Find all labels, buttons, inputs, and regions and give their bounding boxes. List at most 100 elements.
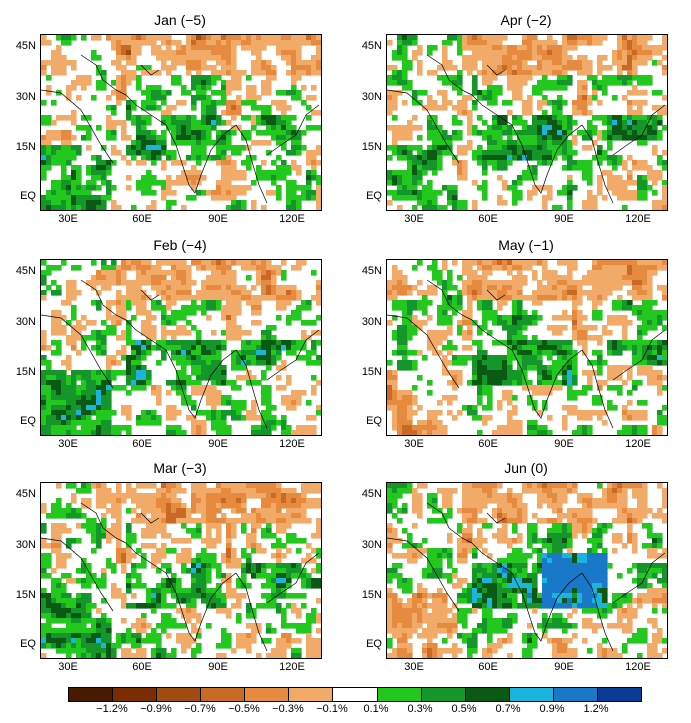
anomaly-cell [522,275,528,281]
anomaly-cell [266,493,272,499]
anomaly-cell [141,105,147,111]
anomaly-cell [191,498,197,504]
anomaly-cell [407,410,413,416]
anomaly-cell [652,150,658,156]
anomaly-cell [241,355,247,361]
anomaly-cell [557,130,563,136]
anomaly-cell [306,415,312,421]
anomaly-cell [171,190,177,196]
anomaly-cell [186,60,192,66]
anomaly-cell [261,40,267,46]
anomaly-cell [432,265,438,271]
anomaly-cell [196,140,202,146]
anomaly-cell [427,45,433,51]
anomaly-cell [206,155,212,161]
anomaly-cell [507,55,513,61]
anomaly-cell [512,285,518,291]
anomaly-cell [256,320,262,326]
anomaly-cell [642,360,648,366]
anomaly-cell [246,345,252,351]
anomaly-cell [392,115,398,121]
anomaly-cell [532,420,538,426]
anomaly-cell [151,315,157,321]
anomaly-cell [392,425,398,431]
anomaly-cell [647,125,653,131]
anomaly-cell [126,35,132,41]
anomaly-cell [136,518,142,524]
anomaly-cell [452,310,458,316]
anomaly-cell [296,390,302,396]
anomaly-cell [397,175,403,181]
anomaly-cell [577,335,583,341]
anomaly-cell [116,493,122,499]
anomaly-cell [567,275,573,281]
anomaly-cell [226,165,232,171]
anomaly-cell [171,200,177,206]
anomaly-cell [306,518,312,524]
anomaly-cell [181,340,187,346]
anomaly-cell [161,493,167,499]
anomaly-cell [51,160,57,166]
anomaly-cell [201,130,207,136]
anomaly-cell [91,400,97,406]
anomaly-cell [171,115,177,121]
anomaly-cell [562,420,568,426]
anomaly-cell [457,160,463,166]
anomaly-cell [547,60,553,66]
anomaly-cell [612,175,618,181]
anomaly-cell [547,340,553,346]
anomaly-cell [251,345,257,351]
anomaly-cell [547,145,553,151]
anomaly-cell [482,180,488,186]
anomaly-cell [572,295,578,301]
anomaly-cell [196,35,202,41]
anomaly-cell [96,493,102,499]
anomaly-cell [592,305,598,311]
anomaly-cell [392,135,398,141]
anomaly-cell [407,420,413,426]
anomaly-cell [46,380,52,386]
anomaly-cell [657,320,663,326]
anomaly-cell [482,60,488,66]
anomaly-cell [291,350,297,356]
anomaly-cell [41,385,47,391]
anomaly-cell [657,130,663,136]
anomaly-cell [442,150,448,156]
anomaly-cell [662,95,667,101]
anomaly-cell [442,60,448,66]
anomaly-cell [221,518,227,524]
anomaly-cell [291,180,297,186]
anomaly-cell [477,155,483,161]
anomaly-cell [211,340,217,346]
anomaly-cell [417,150,423,156]
anomaly-cell [101,503,107,509]
anomaly-cell [241,115,247,121]
anomaly-cell [662,195,667,201]
anomaly-cell [186,508,192,514]
anomaly-cell [236,410,242,416]
anomaly-cell [186,170,192,176]
anomaly-cell [296,355,302,361]
anomaly-cell [642,185,648,191]
anomaly-cell [181,295,187,301]
anomaly-cell [146,375,152,381]
anomaly-cell [276,165,282,171]
anomaly-cell [467,70,473,76]
anomaly-cell [592,350,598,356]
anomaly-cell [41,340,47,346]
anomaly-cell [587,130,593,136]
anomaly-cell [196,40,202,46]
anomaly-cell [86,375,92,381]
anomaly-cell [622,335,628,341]
anomaly-cell [452,305,458,311]
anomaly-cell [627,75,633,81]
anomaly-cell [492,100,498,106]
anomaly-cell [642,345,648,351]
anomaly-cell [276,135,282,141]
anomaly-cell [306,35,312,41]
anomaly-cell [637,40,643,46]
anomaly-cell [166,330,172,336]
anomaly-cell [71,305,77,311]
anomaly-cell [146,135,152,141]
anomaly-cell [477,370,483,376]
